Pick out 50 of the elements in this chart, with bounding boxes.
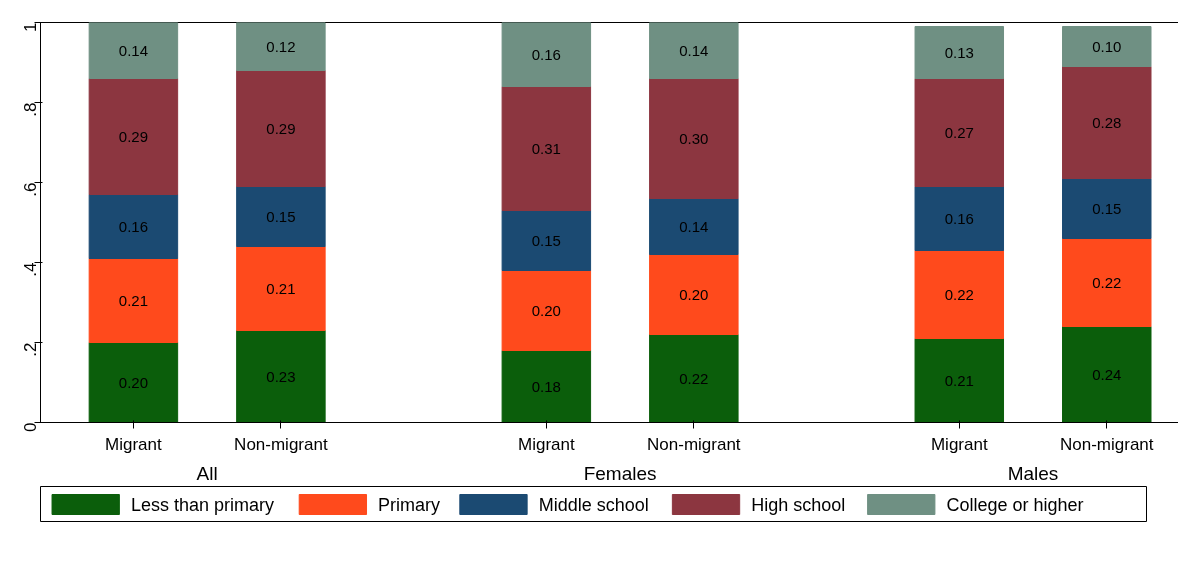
data-label: 0.29 <box>266 119 296 137</box>
y-tick-label: .4 <box>20 262 40 277</box>
y-tick-label: .8 <box>20 102 40 117</box>
data-label: 0.14 <box>679 41 709 59</box>
data-label: 0.24 <box>1092 365 1122 383</box>
data-label: 0.20 <box>118 373 149 391</box>
x-tick-label: Migrant <box>105 434 163 454</box>
legend-label: High school <box>751 494 846 515</box>
data-label: 0.15 <box>531 231 561 249</box>
legend-label: College or higher <box>946 494 1084 515</box>
data-label: 0.20 <box>679 285 709 303</box>
data-label: 0.21 <box>118 291 149 309</box>
data-label: 0.22 <box>944 285 974 303</box>
data-label: 0.16 <box>531 45 561 63</box>
text: All <box>196 462 218 484</box>
data-label: 0.16 <box>944 209 974 227</box>
y-tick-label: .2 <box>20 342 40 357</box>
text: Females <box>583 462 657 484</box>
data-label: 0.15 <box>266 207 296 225</box>
legend-label: Middle school <box>538 494 649 515</box>
data-label: 0.12 <box>266 37 296 55</box>
x-tick-label: Non-migrant <box>1059 434 1154 454</box>
y-tick-label: 0 <box>20 422 40 432</box>
data-label: 0.21 <box>266 279 296 297</box>
data-label: 0.27 <box>944 123 974 141</box>
y-tick-label: .6 <box>20 182 40 197</box>
data-label: 0.30 <box>679 129 709 147</box>
data-label: 0.18 <box>531 377 561 395</box>
data-label: 0.10 <box>1092 37 1122 55</box>
data-label: 0.22 <box>1092 273 1122 291</box>
x-tick-label: Non-migrant <box>647 434 741 454</box>
data-label: 0.21 <box>944 371 974 389</box>
data-label: 0.20 <box>531 301 561 319</box>
data-label: 0.16 <box>118 217 149 235</box>
data-label: 0.14 <box>118 41 149 59</box>
x-tick-label: Migrant <box>518 434 575 454</box>
data-label: 0.23 <box>266 367 296 385</box>
legend-label: Less than primary <box>130 494 274 515</box>
y-tick-label: 1 <box>20 22 40 32</box>
data-label: 0.13 <box>944 43 974 61</box>
legend-label: Primary <box>378 494 441 515</box>
data-label: 0.31 <box>531 139 561 157</box>
data-label: 0.29 <box>118 127 149 145</box>
data-label: 0.14 <box>679 217 709 235</box>
data-label: 0.28 <box>1092 113 1122 131</box>
x-tick-label: Non-migrant <box>234 434 328 454</box>
data-label: 0.22 <box>679 369 709 387</box>
text: Males <box>1007 462 1059 484</box>
data-label: 0.15 <box>1092 199 1122 217</box>
x-tick-label: Migrant <box>930 434 988 454</box>
